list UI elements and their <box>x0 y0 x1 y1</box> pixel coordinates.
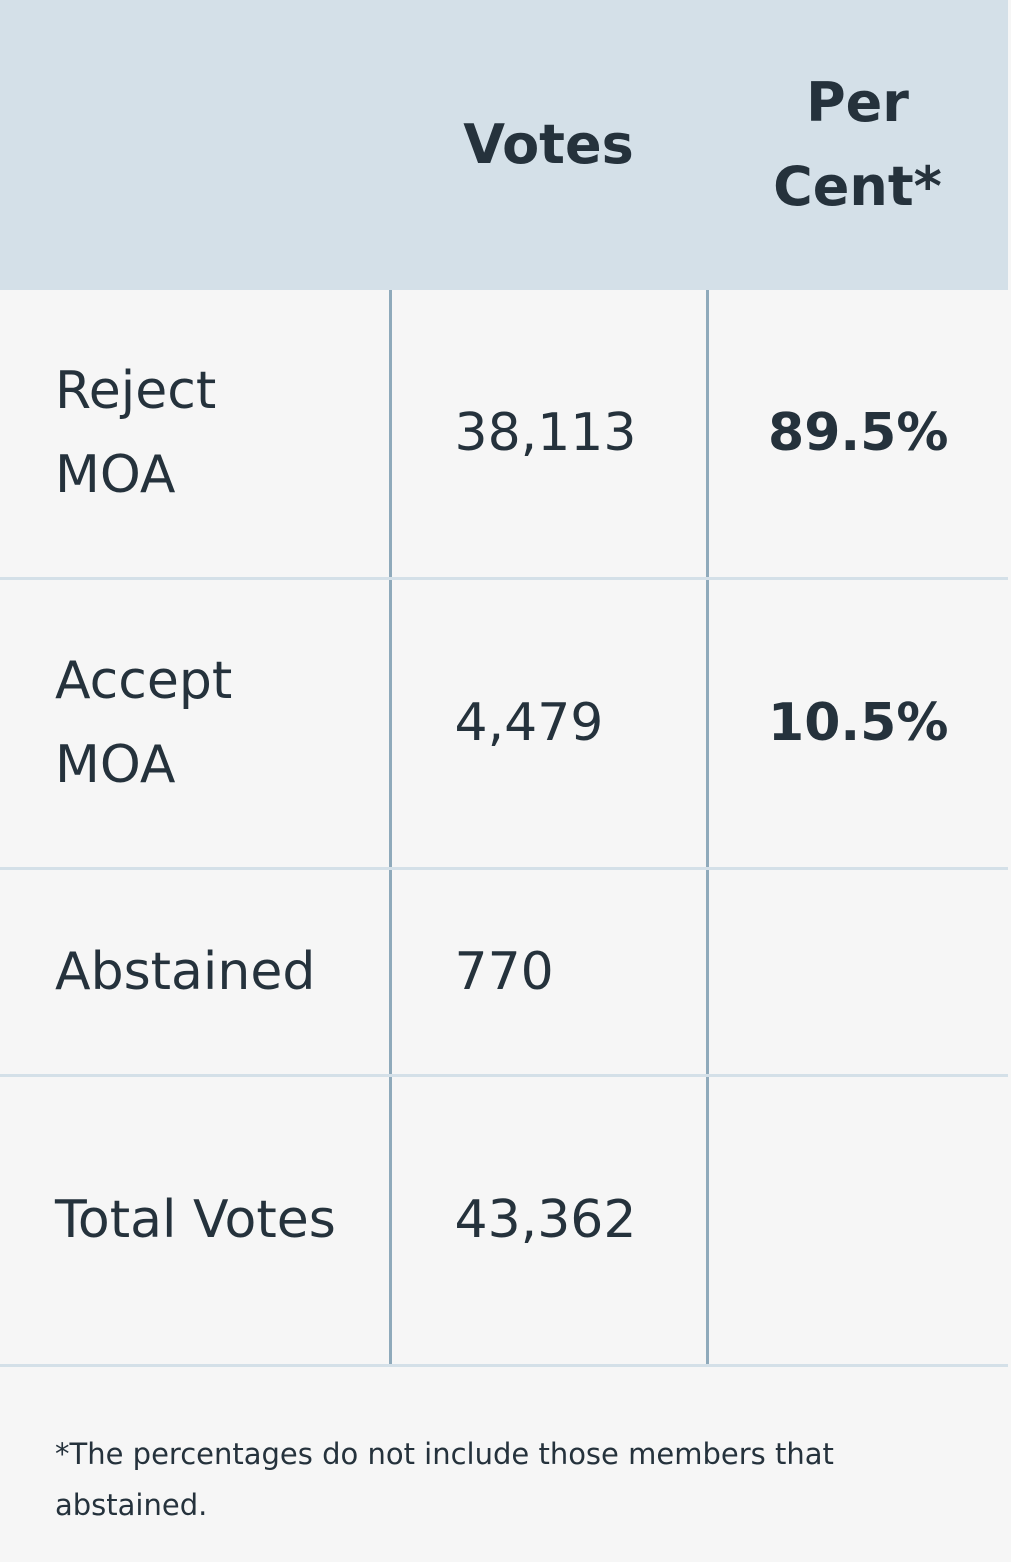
table-cell: Accept MOA <box>0 578 390 870</box>
table-row: Total Votes 43,362 <box>0 1075 1008 1367</box>
table-body: Reject MOA 38,113 89.5% Accept MOA 4,479 10.5… <box>0 290 1008 1367</box>
table-cell: 89.5% <box>707 290 1008 580</box>
header-row: Votes Per Cent* <box>0 0 1008 290</box>
table-cell: Reject MOA <box>0 290 390 580</box>
table-cell: 4,479 <box>388 578 709 870</box>
table-row: Abstained 770 <box>0 868 1008 1077</box>
table-cell <box>707 1075 1008 1367</box>
table-row: Reject MOA 38,113 89.5% <box>0 290 1008 580</box>
table-cell: 10.5% <box>707 578 1008 870</box>
footnote: *The percentages do not include those me… <box>55 1436 834 1522</box>
table-cell: Abstained <box>0 868 390 1077</box>
table-cell: 43,362 <box>388 1075 709 1367</box>
table-cell: Total Votes <box>0 1075 390 1367</box>
table-cell: 770 <box>388 868 709 1077</box>
table-row: Accept MOA 4,479 10.5% <box>0 578 1008 870</box>
header-cell: Votes <box>390 0 707 290</box>
header-cell <box>0 0 390 290</box>
results-table: Votes Per Cent* Reject MOA 38,113 89.5% Acc… <box>0 0 1008 1367</box>
table-cell: 38,113 <box>388 290 709 580</box>
header-cell: Per Cent* <box>707 0 1008 290</box>
table-cell <box>707 868 1008 1077</box>
